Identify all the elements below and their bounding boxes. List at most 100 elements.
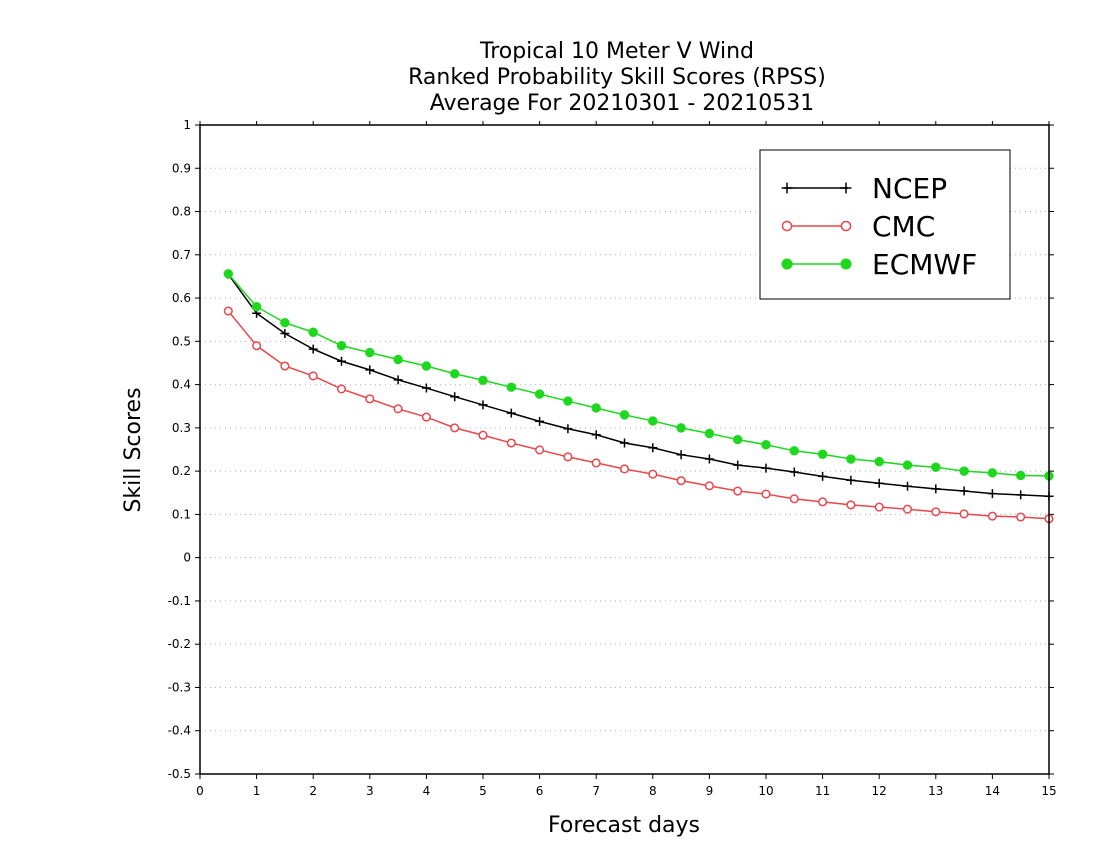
y-tick-label: -0.4 <box>168 724 191 738</box>
data-point <box>365 347 375 358</box>
data-point <box>931 507 941 517</box>
x-tick-label: 11 <box>815 784 830 798</box>
legend-entry-ecmwf: ECMWF <box>781 248 977 281</box>
y-tick-label: 0.6 <box>172 291 191 305</box>
axis-ticks: -0.5 -0.4 -0.3 -0.2 -0.1 0 0.1 0.2 0.3 0.4 0.5 0.6 0… <box>168 118 1057 798</box>
x-tick-label: 12 <box>872 784 887 798</box>
x-tick-label: 6 <box>536 784 544 798</box>
y-tick-label: 0.4 <box>172 378 191 392</box>
y-tick-label: -0.3 <box>168 680 191 694</box>
data-point <box>223 269 234 279</box>
series-cmc <box>223 306 1054 524</box>
data-point <box>704 454 714 464</box>
data-point <box>308 327 318 337</box>
x-tick-label: 4 <box>423 784 431 798</box>
title-line-2: Ranked Probability Skill Scores (RPSS) <box>408 65 826 90</box>
y-tick-label: 1 <box>183 118 191 132</box>
data-point <box>733 460 743 470</box>
data-point <box>874 502 884 512</box>
plot-area-frame <box>199 124 1050 775</box>
data-point <box>450 423 460 433</box>
data-point <box>840 258 852 270</box>
legend-label: ECMWF <box>872 248 977 281</box>
x-tick-label: 3 <box>366 784 374 798</box>
data-point <box>781 258 793 270</box>
y-axis-label: Skill Scores <box>121 387 146 512</box>
data-point <box>840 182 852 194</box>
y-tick-label: 0 <box>183 551 191 565</box>
data-point <box>280 318 290 328</box>
x-tick-label: 13 <box>928 784 943 798</box>
data-point <box>931 484 941 494</box>
data-point <box>563 424 573 434</box>
data-point <box>781 182 793 194</box>
data-point <box>761 489 771 499</box>
data-point <box>336 340 347 351</box>
series-line <box>227 310 1050 520</box>
data-point <box>1016 470 1026 481</box>
data-point <box>506 438 516 448</box>
y-tick-label: 0.2 <box>172 464 191 478</box>
data-point <box>619 464 630 474</box>
data-point <box>591 458 601 468</box>
data-point <box>817 449 828 459</box>
data-point <box>959 466 969 476</box>
data-point <box>704 428 715 439</box>
y-tick-label: 0.3 <box>172 421 191 435</box>
x-tick-label: 10 <box>758 784 773 798</box>
data-point <box>846 475 856 485</box>
y-tick-label: -0.2 <box>168 637 191 651</box>
series-line <box>227 273 1050 477</box>
legend-label: NCEP <box>872 172 947 205</box>
data-point <box>733 434 743 445</box>
legend-label: CMC <box>872 210 935 243</box>
data-point <box>620 438 629 448</box>
data-point <box>365 394 375 404</box>
data-point <box>874 456 884 467</box>
data-point <box>840 220 852 232</box>
data-point <box>903 481 912 491</box>
x-tick-label: 15 <box>1041 784 1056 798</box>
data-point <box>676 423 686 433</box>
data-point <box>648 443 658 453</box>
data-point <box>421 383 431 393</box>
data-point <box>761 440 771 450</box>
data-point <box>563 452 573 462</box>
data-point <box>818 471 828 481</box>
data-point <box>336 384 347 394</box>
legend-entry-cmc: CMC <box>781 210 935 243</box>
data-point <box>789 467 799 477</box>
data-point <box>676 450 686 460</box>
data-point <box>563 396 573 406</box>
data-point <box>337 356 346 366</box>
data-point <box>676 476 686 486</box>
data-point <box>506 382 516 392</box>
x-axis-label: Forecast days <box>548 813 700 838</box>
data-point <box>535 445 545 455</box>
data-point <box>902 504 913 514</box>
title-line-1: Tropical 10 Meter V Wind <box>479 39 754 64</box>
data-point <box>591 403 601 413</box>
data-point <box>478 375 488 385</box>
data-point <box>959 509 969 519</box>
data-point <box>252 341 262 351</box>
data-point <box>450 369 460 379</box>
y-tick-label: 0.9 <box>172 161 191 175</box>
x-tick-label: 5 <box>479 784 487 798</box>
data-point <box>846 500 856 510</box>
data-point <box>421 361 432 371</box>
x-tick-label: 0 <box>196 784 204 798</box>
data-point <box>987 511 997 521</box>
y-tick-label: 0.1 <box>172 507 191 521</box>
title-line-3: Average For 20210301 - 20210531 <box>430 91 815 116</box>
data-point <box>959 486 969 496</box>
data-point <box>534 389 545 399</box>
data-point <box>1016 490 1026 500</box>
data-point <box>308 344 318 354</box>
data-point <box>535 416 545 426</box>
x-tick-label: 8 <box>649 784 657 798</box>
data-point <box>789 494 799 504</box>
data-point <box>781 220 793 232</box>
y-tick-label: -0.5 <box>168 767 191 781</box>
